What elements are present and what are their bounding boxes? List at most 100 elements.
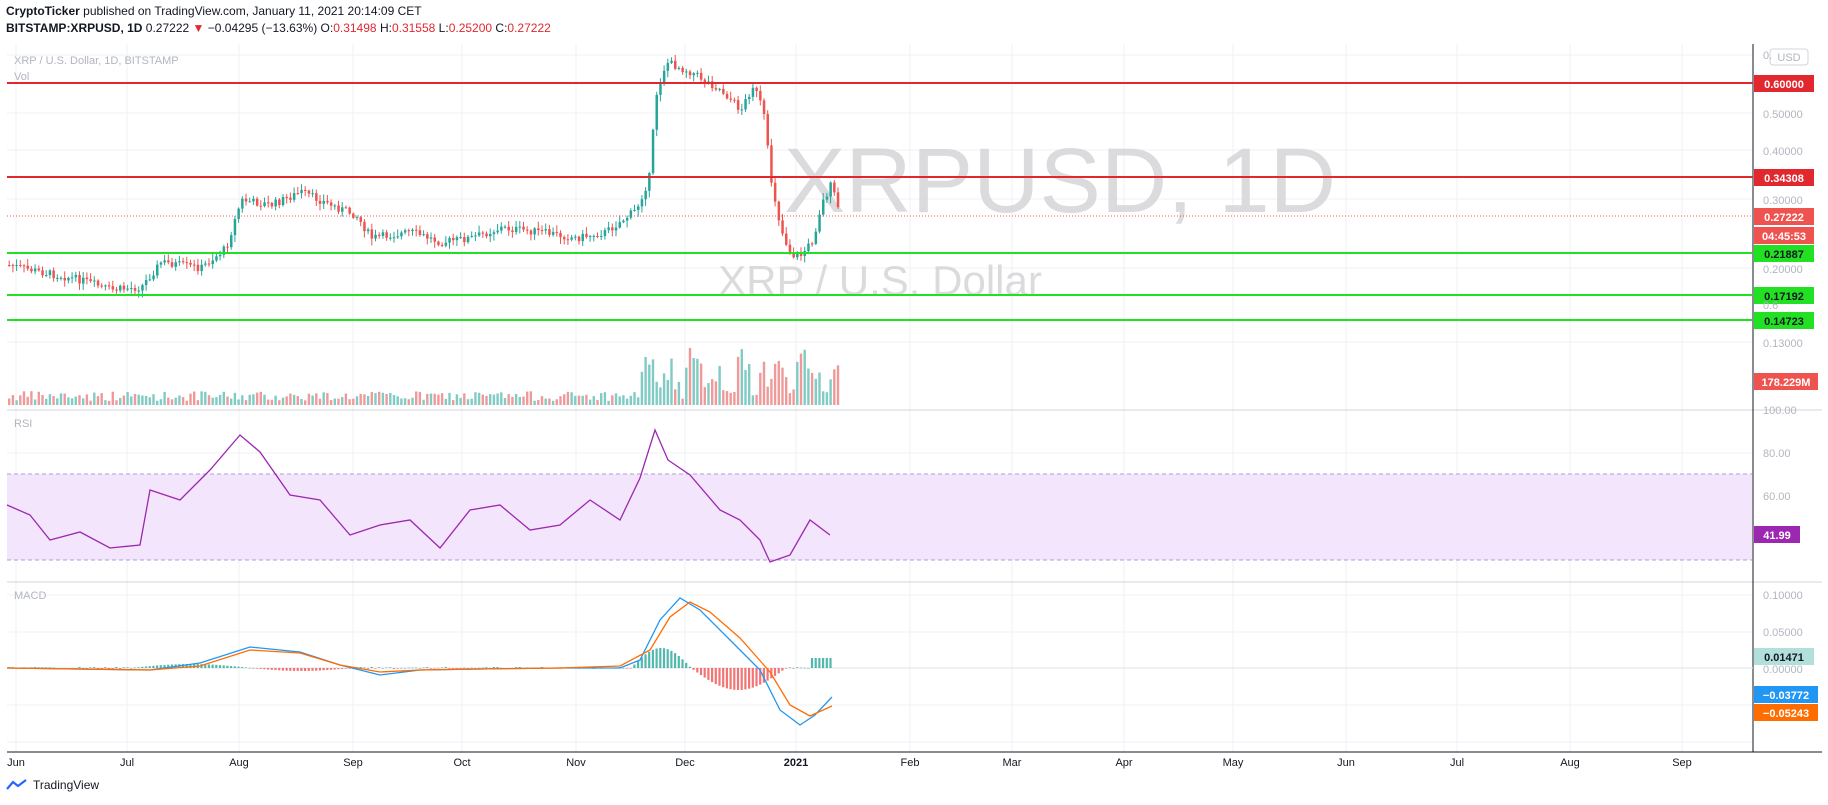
volume-bar-197 <box>736 356 740 405</box>
badge-volume-label: 178.229M <box>1762 377 1811 389</box>
volume-bar-67 <box>255 392 259 405</box>
macd-hist-bar-35 <box>137 667 140 668</box>
volume-bar-57 <box>218 394 222 405</box>
candle-body-115 <box>433 237 436 242</box>
macd-hist-bar-87 <box>329 668 333 670</box>
volume-bar-102 <box>385 393 388 405</box>
macd-hist-bar-222 <box>829 658 832 668</box>
macd-hist-bar-170 <box>637 660 640 668</box>
author-name[interactable]: CryptoTicker <box>6 4 80 18</box>
volume-bar-176 <box>659 387 662 405</box>
volume-bar-141 <box>529 391 533 405</box>
macd-hist-bar-211 <box>788 667 791 669</box>
candle-body-108 <box>407 230 411 232</box>
macd-hist-bar-210 <box>785 668 788 669</box>
volume-bar-204 <box>762 361 766 405</box>
volume-bar-220 <box>822 391 825 405</box>
candle-body-36 <box>141 285 144 291</box>
candle-body-32 <box>126 288 129 290</box>
badge-017192-label: 0.17192 <box>1764 291 1804 303</box>
currency-button-label[interactable]: USD <box>1777 52 1800 64</box>
candle-body-120 <box>452 237 455 241</box>
volume-bar-158 <box>592 396 595 405</box>
candle-body-31 <box>122 285 126 290</box>
macd-hist-bar-171 <box>640 657 643 668</box>
low-label: L: <box>438 21 449 35</box>
macd-hist-bar-64 <box>244 667 247 669</box>
candle-body-128 <box>481 232 485 234</box>
ohlc-line: BITSTAMP:XRPUSD, 1D 0.27222 ▼ −0.04295 (… <box>6 20 551 37</box>
candle-body-186 <box>696 72 699 74</box>
macd-hist-bar-221 <box>825 658 828 668</box>
volume-bar-11 <box>48 394 52 405</box>
macd-hist-bar-123 <box>463 667 466 669</box>
time-tick-feb: Feb <box>901 757 920 769</box>
macd-hist-bar-24 <box>96 668 99 669</box>
macd-hist-bar-69 <box>263 668 266 670</box>
macd-hist-bar-208 <box>777 668 780 674</box>
volume-bar-80 <box>304 400 307 405</box>
candle-body-109 <box>411 229 414 232</box>
volume-bar-206 <box>770 378 773 405</box>
candle-body-125 <box>470 236 473 238</box>
axis-tick-macd010: 0.10000 <box>1763 590 1803 602</box>
macd-hist-bar-76 <box>289 668 292 671</box>
candle-body-158 <box>592 236 596 238</box>
macd-hist-bar-59 <box>226 665 229 668</box>
volume-bar-73 <box>278 400 281 405</box>
macd-hist-bar-124 <box>466 668 469 669</box>
footer-brand[interactable]: TradingView <box>33 778 100 792</box>
volume-bar-196 <box>733 391 736 405</box>
candle-body-23 <box>93 280 96 282</box>
candle-body-86 <box>326 200 329 203</box>
candle-body-218 <box>814 231 818 244</box>
candle-body-183 <box>685 71 688 73</box>
candle-body-140 <box>526 229 529 231</box>
candle-body-170 <box>637 206 640 210</box>
macd-hist-bar-57 <box>218 665 222 668</box>
volume-bar-4 <box>22 391 26 405</box>
candle-body-79 <box>300 189 303 194</box>
macd-hist-bar-180 <box>674 653 677 668</box>
macd-hist-bar-47 <box>181 664 185 668</box>
candle-body-165 <box>618 222 621 228</box>
volume-bar-187 <box>699 363 703 405</box>
volume-bar-79 <box>300 398 303 405</box>
candle-body-161 <box>603 230 607 236</box>
macd-hist-bar-182 <box>681 659 684 668</box>
candle-body-147 <box>551 232 555 235</box>
axis-tick-030: 0.30000 <box>1763 195 1803 207</box>
volume-bar-69 <box>263 394 266 405</box>
candle-body-156 <box>585 233 588 238</box>
volume-bar-99 <box>374 393 377 405</box>
candle-body-201 <box>751 87 755 97</box>
axis-tick-macd005: 0.05000 <box>1763 627 1803 639</box>
candle-body-88 <box>333 205 337 207</box>
publish-info: published on TradingView.com, January 11… <box>83 4 422 18</box>
currency-button[interactable] <box>1769 48 1809 66</box>
candle-body-17 <box>70 277 74 279</box>
macd-hist-bar-111 <box>418 667 421 669</box>
candle-body-16 <box>67 277 70 281</box>
volume-bar-111 <box>418 391 422 405</box>
candle-body-198 <box>740 109 744 111</box>
volume-bar-82 <box>311 395 314 405</box>
candle-body-52 <box>200 264 203 272</box>
volume-bar-94 <box>355 396 359 405</box>
volume-bar-61 <box>233 392 237 405</box>
time-tick-aug: Aug <box>229 757 249 769</box>
macd-hist-bar-31 <box>122 667 125 668</box>
candle-body-193 <box>722 88 725 94</box>
tradingview-logo-icon[interactable] <box>6 779 28 791</box>
candle-body-41 <box>159 262 163 265</box>
volume-bar-24 <box>96 396 100 405</box>
volume-bar-95 <box>359 393 362 405</box>
close-value: 0.27222 <box>507 21 551 35</box>
candle-body-66 <box>252 198 255 202</box>
candle-body-137 <box>514 226 518 232</box>
macd-hist-bar-213 <box>796 667 799 668</box>
volume-bar-101 <box>381 392 385 405</box>
macd-hist-bar-33 <box>130 667 133 669</box>
candle-body-153 <box>574 236 577 238</box>
